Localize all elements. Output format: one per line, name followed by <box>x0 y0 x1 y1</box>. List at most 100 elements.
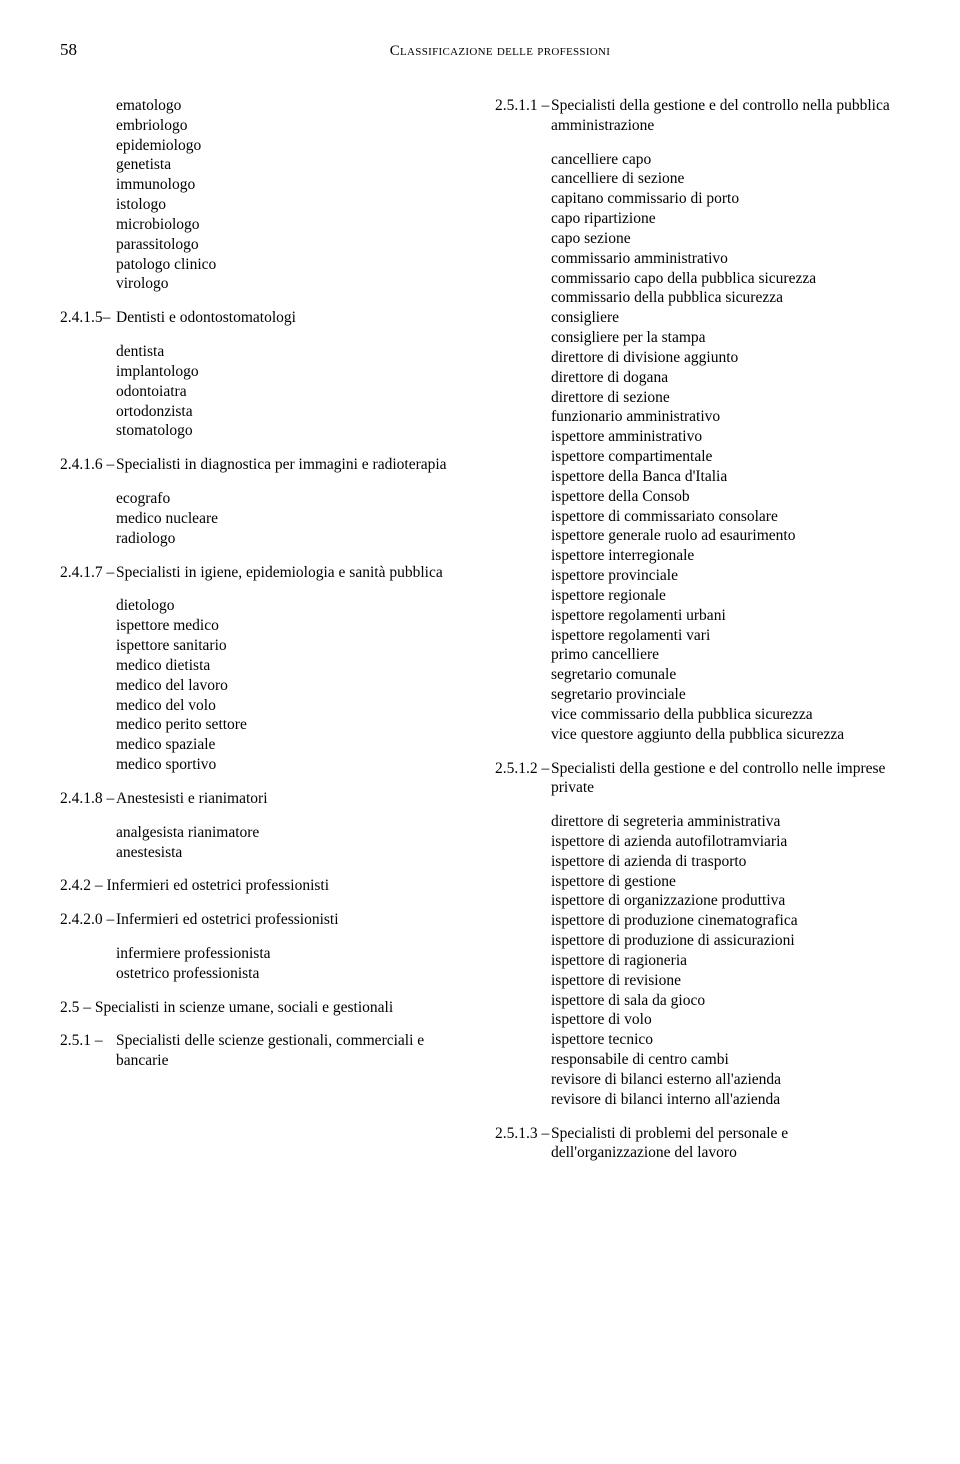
block: 2.5.1.3 –Specialisti di problemi del per… <box>495 1124 900 1164</box>
code-row: 2.4.1.8 –Anestesisti e rianimatori <box>60 789 465 809</box>
item-list: cancelliere capocancelliere di sezione ca… <box>495 150 900 745</box>
heading-row: 2.5 – Specialisti in scienze umane, soci… <box>60 998 465 1018</box>
list-item: capo sezione <box>551 229 900 249</box>
list-item: ispettore di revisione <box>551 971 900 991</box>
list-item: revisore di bilanci esterno all'azienda <box>551 1070 900 1090</box>
list-item: funzionario amministrativo <box>551 407 900 427</box>
list-item: istologo <box>116 195 465 215</box>
code: 2.5.1.3 – <box>495 1124 551 1164</box>
list-item: parassitologo <box>116 235 465 255</box>
list-item: ispettore di organizzazione produttiva <box>551 891 900 911</box>
code-label: Anestesisti e rianimatori <box>116 789 465 809</box>
code: 2.4.1.5– <box>60 308 116 328</box>
list-item: segretario comunale <box>551 665 900 685</box>
block: 2.5.1.2 –Specialisti della gestione e de… <box>495 759 900 799</box>
list-item: dentista <box>116 342 465 362</box>
list-item: direttore di dogana <box>551 368 900 388</box>
list-item: primo cancelliere <box>551 645 900 665</box>
list-item: ispettore di volo <box>551 1010 900 1030</box>
list-item: direttore di divisione aggiunto <box>551 348 900 368</box>
list-item: microbiologo <box>116 215 465 235</box>
list-item: medico sportivo <box>116 755 465 775</box>
list-item: segretario provinciale <box>551 685 900 705</box>
block: ematologoembriologoepidemiologogenetista… <box>60 96 465 294</box>
block: analgesista rianimatoreanestesista <box>60 823 465 863</box>
list-item: medico nucleare <box>116 509 465 529</box>
block: 2.4.2.0 –Infermieri ed ostetrici profess… <box>60 910 465 930</box>
list-item: ispettore di azienda autofilotramviaria <box>551 832 900 852</box>
list-item: ispettore regolamenti vari <box>551 626 900 646</box>
code: 2.4.2.0 – <box>60 910 116 930</box>
code-label: Specialisti della gestione e del control… <box>551 759 900 799</box>
list-item: anestesista <box>116 843 465 863</box>
list-item: ispettore interregionale <box>551 546 900 566</box>
list-item: implantologo <box>116 362 465 382</box>
block: 2.5.1 –Specialisti delle scienze gestion… <box>60 1031 465 1071</box>
list-item: ispettore di ragioneria <box>551 951 900 971</box>
code: 2.4.1.8 – <box>60 789 116 809</box>
list-item: medico perito settore <box>116 715 465 735</box>
columns: ematologoembriologoepidemiologogenetista… <box>60 96 900 1177</box>
list-item: analgesista rianimatore <box>116 823 465 843</box>
right-column: 2.5.1.1 –Specialisti della gestione e de… <box>495 96 900 1177</box>
code-label: Infermieri ed ostetrici professionisti <box>116 910 465 930</box>
header-title: Classificazione delle professioni <box>100 43 900 60</box>
block: direttore di segreteria amministrativais… <box>495 812 900 1109</box>
item-list: dietologoispettore medicoispettore sanit… <box>60 596 465 774</box>
item-list: ecografomedico nucleareradiologo <box>60 489 465 548</box>
list-item: embriologo <box>116 116 465 136</box>
list-item: medico del volo <box>116 696 465 716</box>
block: 2.5 – Specialisti in scienze umane, soci… <box>60 998 465 1018</box>
list-item: ispettore amministrativo <box>551 427 900 447</box>
page-number: 58 <box>60 40 100 60</box>
item-list: infermiere professionistaostetrico profe… <box>60 944 465 984</box>
list-item: ispettore tecnico <box>551 1030 900 1050</box>
code-row: 2.5.1 –Specialisti delle scienze gestion… <box>60 1031 465 1071</box>
code-label: Specialisti in diagnostica per immagini … <box>116 455 465 475</box>
code: 2.4.1.7 – <box>60 563 116 583</box>
code-row: 2.5.1.2 –Specialisti della gestione e de… <box>495 759 900 799</box>
block: infermiere professionistaostetrico profe… <box>60 944 465 984</box>
list-item: ispettore medico <box>116 616 465 636</box>
item-list: dentistaimplantologoodontoiatraortodonzi… <box>60 342 465 441</box>
list-item: ispettore di azienda di trasporto <box>551 852 900 872</box>
list-item: cancelliere di sezione <box>551 169 900 189</box>
code-row: 2.4.1.5–Dentisti e odontostomatologi <box>60 308 465 328</box>
list-item: vice commissario della pubblica sicurezz… <box>551 705 900 725</box>
list-item: cancelliere capo <box>551 150 900 170</box>
list-item: ispettore della Banca d'Italia <box>551 467 900 487</box>
list-item: patologo clinico <box>116 255 465 275</box>
block: 2.4.1.5–Dentisti e odontostomatologi <box>60 308 465 328</box>
list-item: vice questore aggiunto della pubblica si… <box>551 725 900 745</box>
list-item: capo ripartizione <box>551 209 900 229</box>
code-row: 2.4.1.7 –Specialisti in igiene, epidemio… <box>60 563 465 583</box>
list-item: ispettore compartimentale <box>551 447 900 467</box>
code-label: Specialisti della gestione e del control… <box>551 96 900 136</box>
list-item: direttore di segreteria amministrativa <box>551 812 900 832</box>
page-header: 58 Classificazione delle professioni <box>60 40 900 60</box>
list-item: ispettore di produzione cinematografica <box>551 911 900 931</box>
list-item: ispettore sanitario <box>116 636 465 656</box>
item-list: ematologoembriologoepidemiologogenetista… <box>60 96 465 294</box>
list-item: ematologo <box>116 96 465 116</box>
block: 2.4.1.7 –Specialisti in igiene, epidemio… <box>60 563 465 583</box>
list-item: medico dietista <box>116 656 465 676</box>
list-item: radiologo <box>116 529 465 549</box>
list-item: ostetrico professionista <box>116 964 465 984</box>
page: 58 Classificazione delle professioni ema… <box>0 0 960 1227</box>
code: 2.5.1.1 – <box>495 96 551 136</box>
code-label: Specialisti in igiene, epidemiologia e s… <box>116 563 465 583</box>
list-item: ispettore di gestione <box>551 872 900 892</box>
block: ecografomedico nucleareradiologo <box>60 489 465 548</box>
list-item: responsabile di centro cambi <box>551 1050 900 1070</box>
list-item: odontoiatra <box>116 382 465 402</box>
list-item: revisore di bilanci interno all'azienda <box>551 1090 900 1110</box>
block: 2.4.1.8 –Anestesisti e rianimatori <box>60 789 465 809</box>
code: 2.5.1 – <box>60 1031 116 1071</box>
list-item: infermiere professionista <box>116 944 465 964</box>
item-list: analgesista rianimatoreanestesista <box>60 823 465 863</box>
code-label: Specialisti di problemi del personale e … <box>551 1124 900 1164</box>
list-item: dietologo <box>116 596 465 616</box>
list-item: ispettore regolamenti urbani <box>551 606 900 626</box>
list-item: ispettore regionale <box>551 586 900 606</box>
